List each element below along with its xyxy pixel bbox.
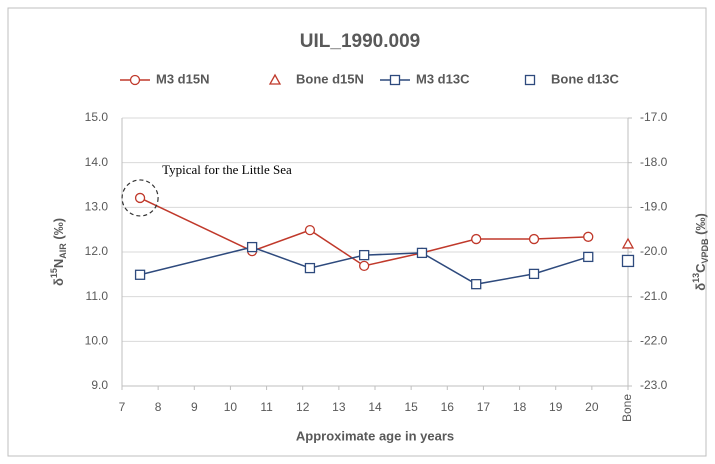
marker [359,249,370,261]
axis-title-part: AIR [58,243,68,259]
x-tick-label: 13 [332,400,346,414]
marker [416,247,428,259]
y2-tick-label: -19.0 [640,200,668,214]
x-tick-label: 7 [119,400,126,414]
y2-tick-label: -21.0 [640,289,668,303]
y-tick-label: 10.0 [85,334,109,348]
series-line [139,197,589,267]
axis-title: δ13CVPDB (‰) [691,213,710,291]
x-tick-label: 15 [404,400,418,414]
axis-title-part: δ [51,278,66,286]
legend-label: Bone d15N [296,71,364,86]
x-tick-label: 19 [549,400,563,414]
marker [528,233,540,245]
axis-title-part: (‰) [693,213,708,238]
y-tick-label: 13.0 [85,200,109,214]
marker [583,251,594,263]
axis-title-part: δ [693,283,708,291]
x-tick-label: 17 [477,400,491,414]
x-tick-label: Bone [620,394,634,422]
axis-title-part: (‰) [51,218,66,243]
annotation-circle [121,179,159,217]
y-tick-label: 12.0 [85,244,109,258]
x-tick-label: 9 [191,400,198,414]
annotation: Typical for the Little Sea [162,162,292,177]
y2-tick-label: -18.0 [640,155,668,169]
x-tick-label: 18 [513,400,527,414]
x-tick-label: 8 [155,400,162,414]
x-tick-label: 14 [368,400,382,414]
marker [134,192,146,204]
axis-title-part: N [51,259,66,268]
x-tick-label: 12 [296,400,310,414]
legend-label: M3 d15N [156,71,209,86]
axis-title-part: C [693,263,708,273]
axis-title-part: 15 [49,268,59,278]
x-tick-label: 10 [224,400,238,414]
y2-tick-label: -22.0 [640,334,668,348]
x-axis-title: Approximate age in years [296,428,454,443]
chart-title: UIL_1990.009 [300,31,420,52]
legend-label: Bone d13C [551,71,620,86]
x-tick-label: 20 [585,400,599,414]
marker [583,231,594,242]
marker [359,260,370,271]
x-tick-label: 16 [441,400,455,414]
y2-tick-label: -23.0 [640,378,668,392]
y2-tick-label: -20.0 [640,244,668,258]
marker [304,262,316,274]
marker [134,269,146,280]
marker [528,268,540,280]
y-tick-label: 9.0 [91,378,108,392]
axis-title: δ15NAIR (‰) [49,218,68,286]
legend-marker [129,74,141,86]
y-tick-label: 11.0 [86,289,109,303]
axis-title-part: 13 [691,273,701,283]
marker [471,233,482,245]
y-tick-label: 15.0 [85,110,109,124]
y2-tick-label: -17.0 [640,110,668,124]
axis-title-part: VPDB [700,238,710,264]
legend-marker [268,73,282,85]
marker [621,254,635,268]
legend-marker [389,74,401,86]
marker [304,224,316,236]
marker [471,279,482,290]
x-tick-label: 11 [260,400,273,414]
marker [246,241,258,253]
legend-marker [524,74,536,86]
marker [621,237,635,249]
legend-label: M3 d13C [416,71,470,86]
series-line [139,246,589,285]
y-tick-label: 14.0 [85,155,109,169]
